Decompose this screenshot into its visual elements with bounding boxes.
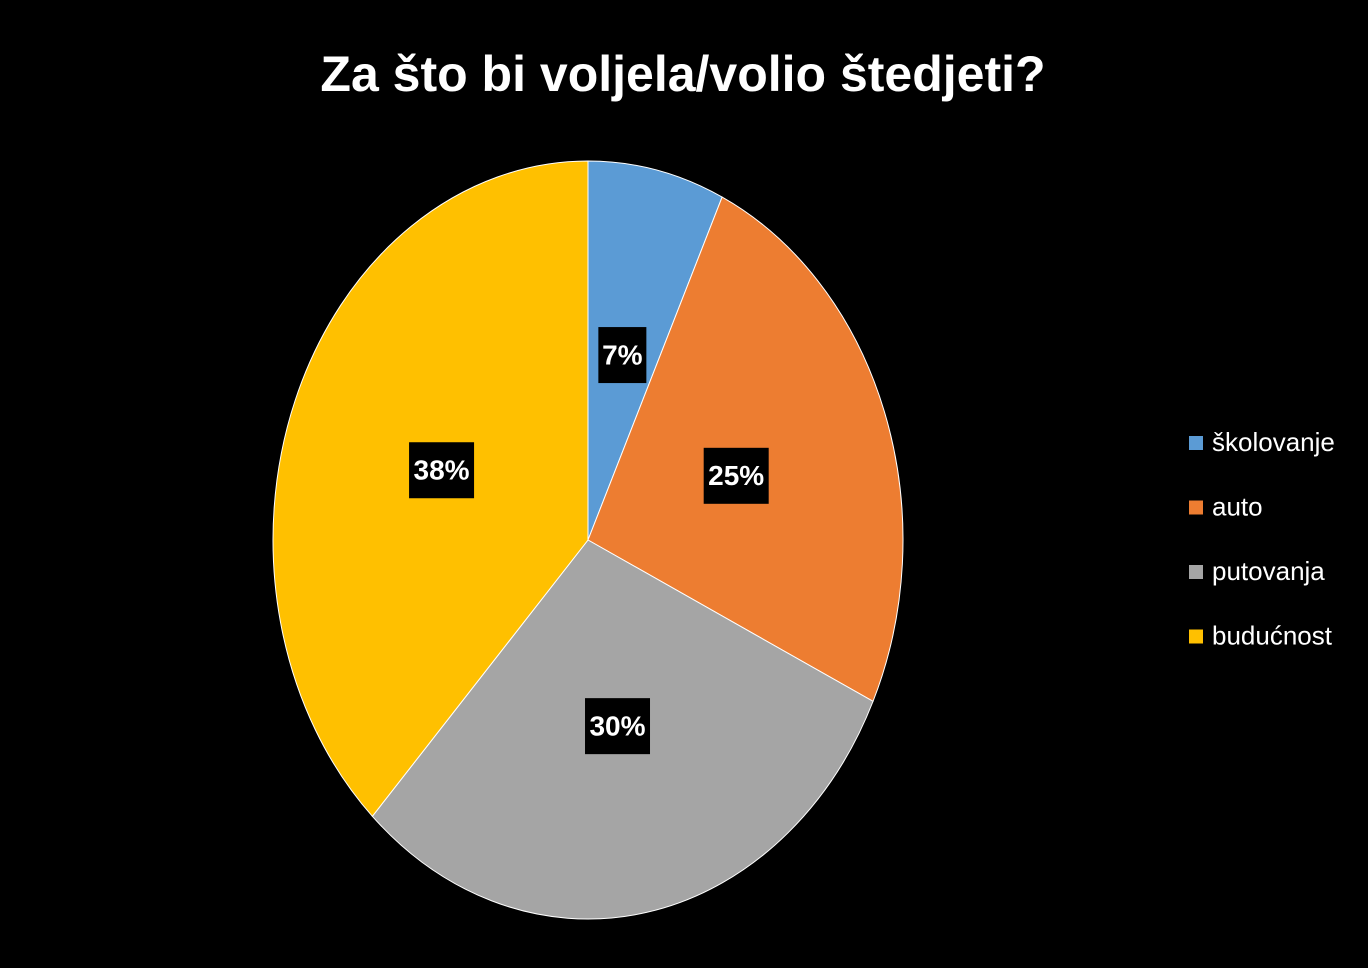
legend-swatch (1189, 500, 1203, 515)
pie-slice (587, 160, 723, 541)
data-label: 25% (708, 460, 764, 491)
legend-label: auto (1212, 491, 1263, 521)
legend-label: školovanje (1212, 427, 1335, 457)
data-label: 30% (589, 711, 645, 742)
data-label: 7% (602, 339, 643, 370)
legend-swatch (1189, 629, 1203, 644)
data-label-box (703, 447, 769, 504)
data-label-box (409, 442, 475, 499)
legend-label: budućnost (1212, 620, 1333, 650)
data-label: 38% (414, 455, 470, 486)
chart-title: Za što bi voljela/volio štedjeti? (320, 46, 1045, 102)
legend-swatch (1189, 565, 1203, 579)
data-label-box (598, 327, 647, 384)
legend-swatch (1189, 436, 1203, 450)
legend-label: putovanja (1212, 556, 1325, 586)
data-label-box (585, 698, 651, 755)
